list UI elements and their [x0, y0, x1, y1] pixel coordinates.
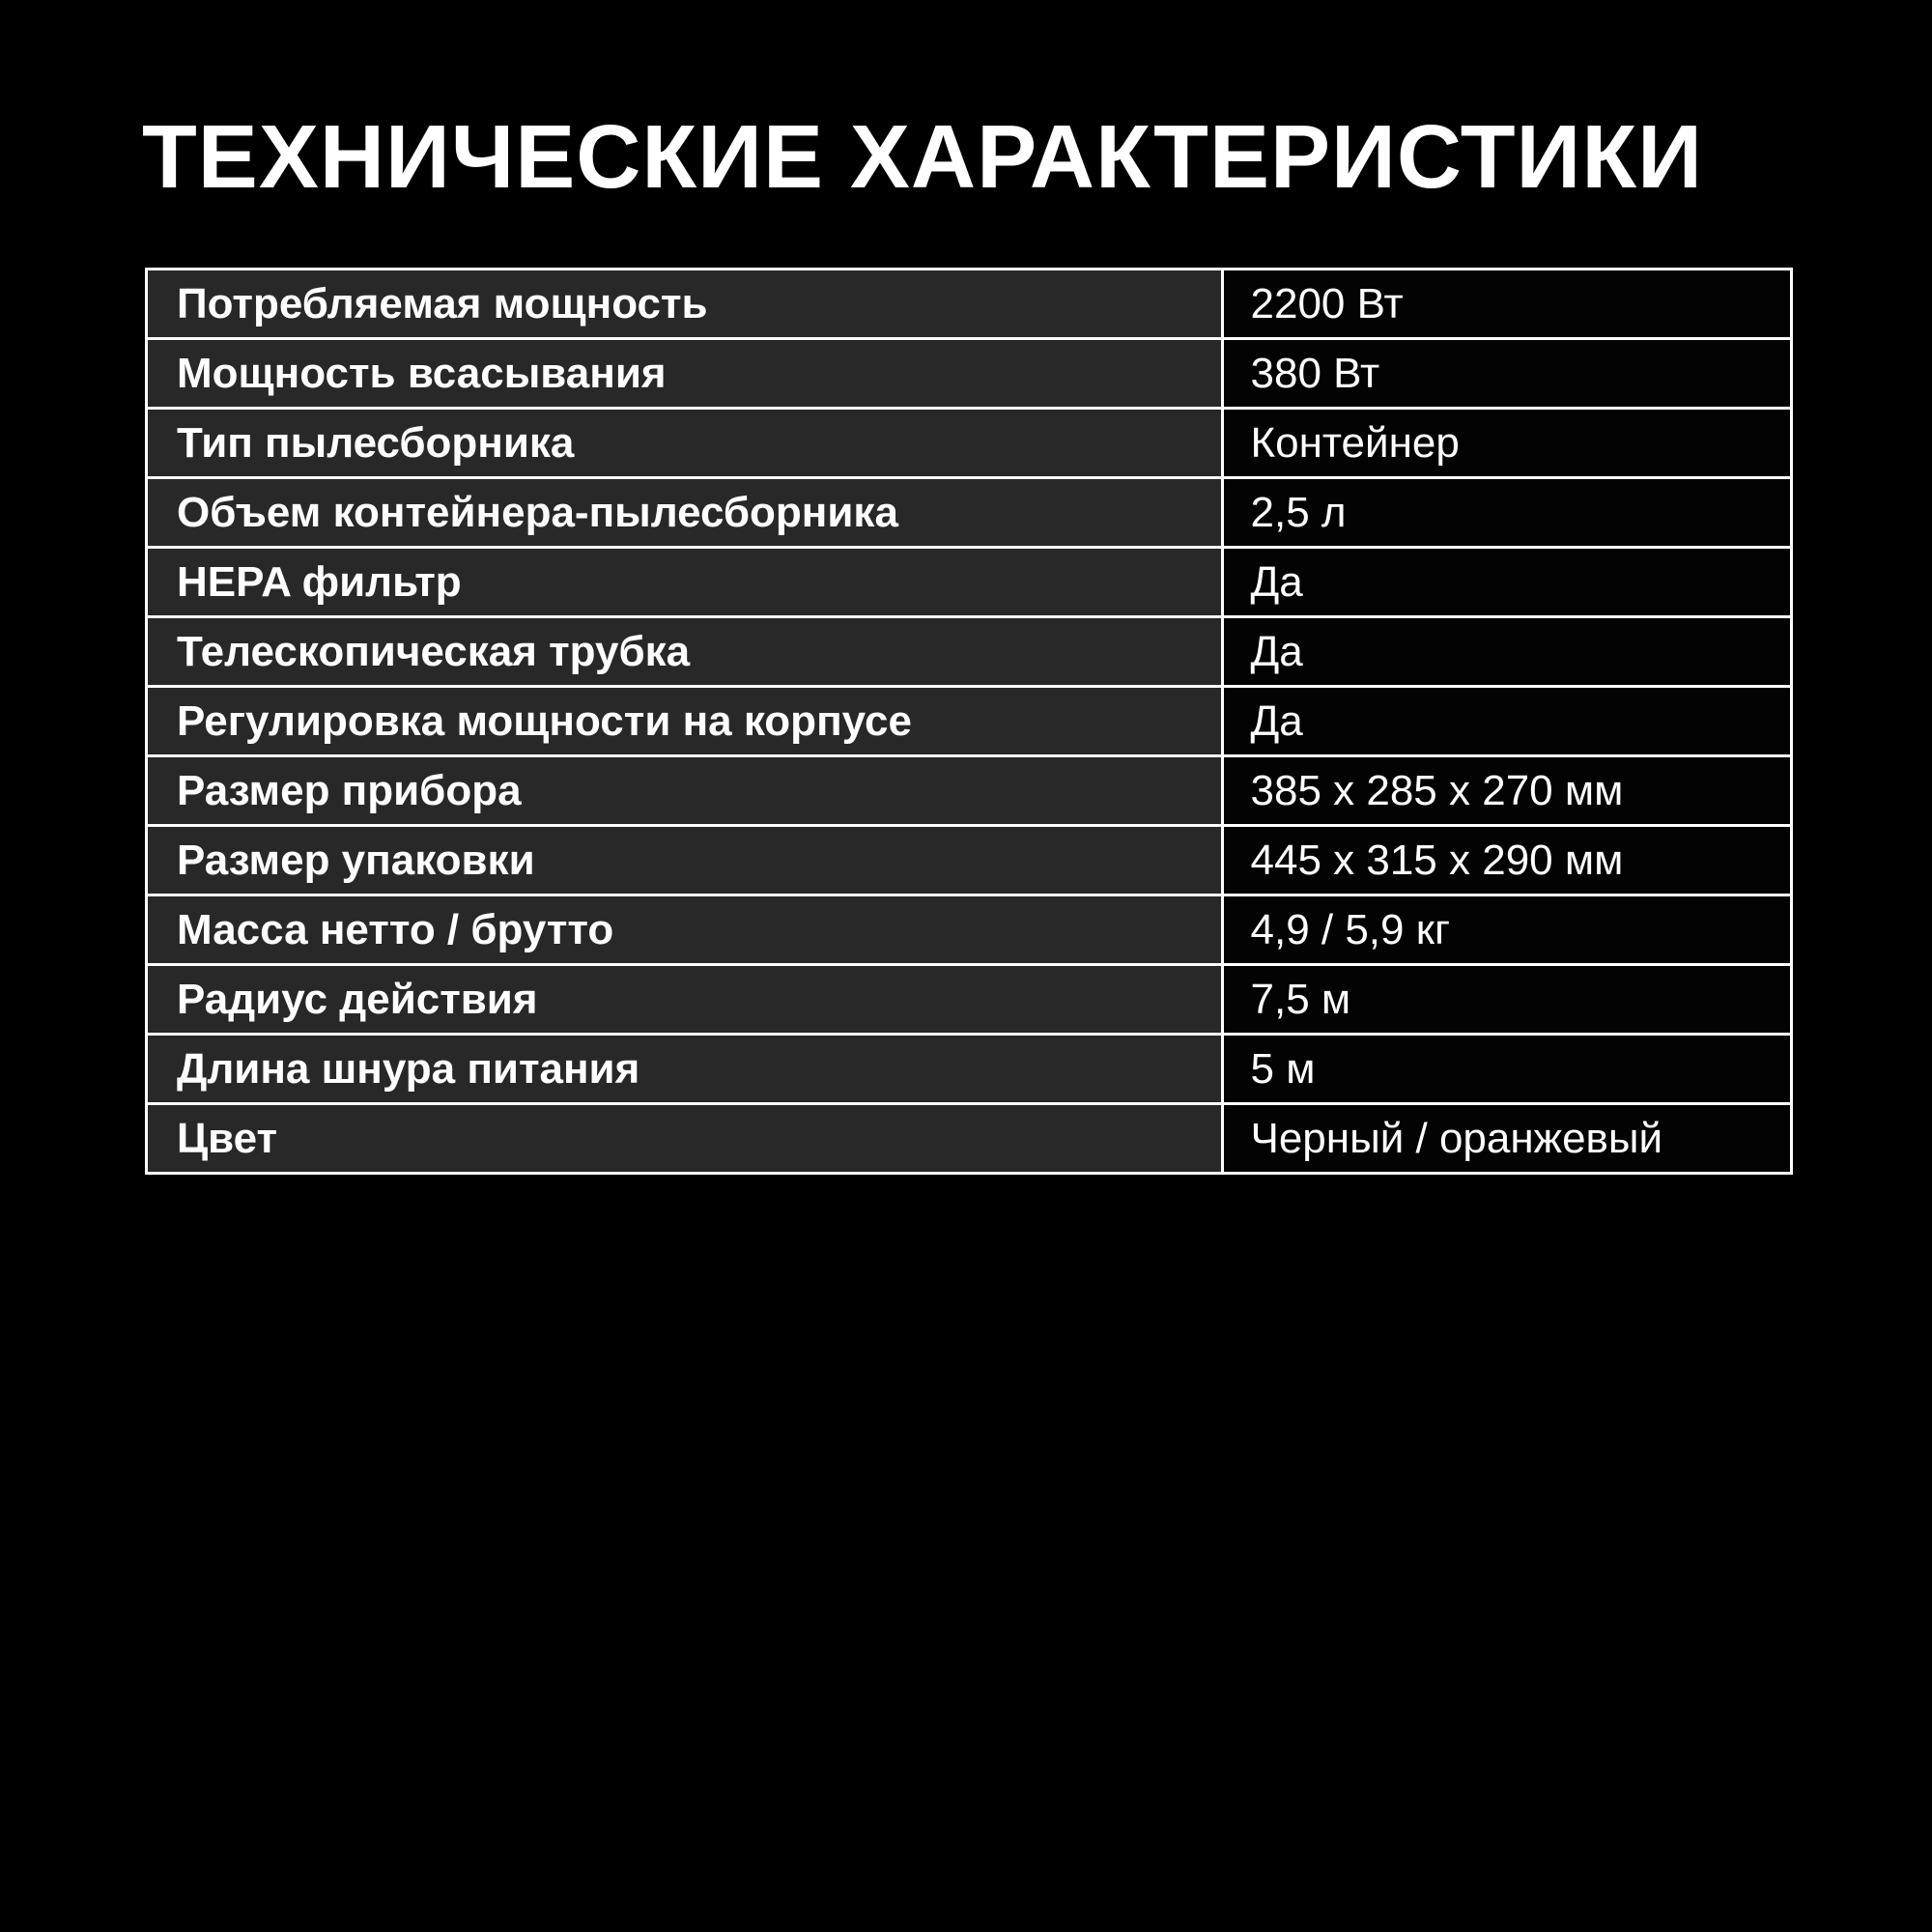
spec-label: Тип пылесборника	[148, 410, 1224, 476]
table-row: Длина шнура питания 5 м	[148, 1036, 1790, 1105]
spec-label: Масса нетто / брутто	[148, 896, 1224, 963]
table-row: HEPA фильтр Да	[148, 549, 1790, 618]
spec-label: HEPA фильтр	[148, 549, 1224, 615]
spec-label: Телескопическая трубка	[148, 618, 1224, 685]
spec-value: Контейнер	[1223, 410, 1790, 476]
table-row: Радиус действия 7,5 м	[148, 966, 1790, 1036]
spec-value: 4,9 / 5,9 кг	[1223, 896, 1790, 963]
spec-table: Потребляемая мощность 2200 Вт Мощность в…	[145, 268, 1793, 1175]
spec-label: Радиус действия	[148, 966, 1224, 1033]
table-row: Масса нетто / брутто 4,9 / 5,9 кг	[148, 896, 1790, 966]
page-title: ТЕХНИЧЕСКИЕ ХАРАКТЕРИСТИКИ	[142, 106, 1703, 207]
spec-value: 5 м	[1223, 1036, 1790, 1102]
spec-value: 445 x 315 x 290 мм	[1223, 827, 1790, 894]
spec-label: Размер прибора	[148, 757, 1224, 824]
table-row: Телескопическая трубка Да	[148, 618, 1790, 688]
table-row: Размер прибора 385 x 285 x 270 мм	[148, 757, 1790, 827]
spec-value: 380 Вт	[1223, 340, 1790, 407]
spec-label: Длина шнура питания	[148, 1036, 1224, 1102]
spec-value: Да	[1223, 549, 1790, 615]
spec-label: Потребляемая мощность	[148, 270, 1224, 337]
spec-value: 385 x 285 x 270 мм	[1223, 757, 1790, 824]
spec-value: Да	[1223, 618, 1790, 685]
spec-value: Да	[1223, 688, 1790, 754]
spec-label: Мощность всасывания	[148, 340, 1224, 407]
table-row: Регулировка мощности на корпусе Да	[148, 688, 1790, 757]
spec-value: 7,5 м	[1223, 966, 1790, 1033]
table-row: Размер упаковки 445 x 315 x 290 мм	[148, 827, 1790, 896]
table-row: Потребляемая мощность 2200 Вт	[148, 270, 1790, 340]
table-row: Тип пылесборника Контейнер	[148, 410, 1790, 479]
table-row: Мощность всасывания 380 Вт	[148, 340, 1790, 410]
spec-label: Объем контейнера-пылесборника	[148, 479, 1224, 546]
spec-value: Черный / оранжевый	[1223, 1105, 1790, 1172]
spec-label: Цвет	[148, 1105, 1224, 1172]
spec-label: Регулировка мощности на корпусе	[148, 688, 1224, 754]
table-row: Цвет Черный / оранжевый	[148, 1105, 1790, 1172]
spec-label: Размер упаковки	[148, 827, 1224, 894]
spec-value: 2,5 л	[1223, 479, 1790, 546]
spec-value: 2200 Вт	[1223, 270, 1790, 337]
table-row: Объем контейнера-пылесборника 2,5 л	[148, 479, 1790, 549]
